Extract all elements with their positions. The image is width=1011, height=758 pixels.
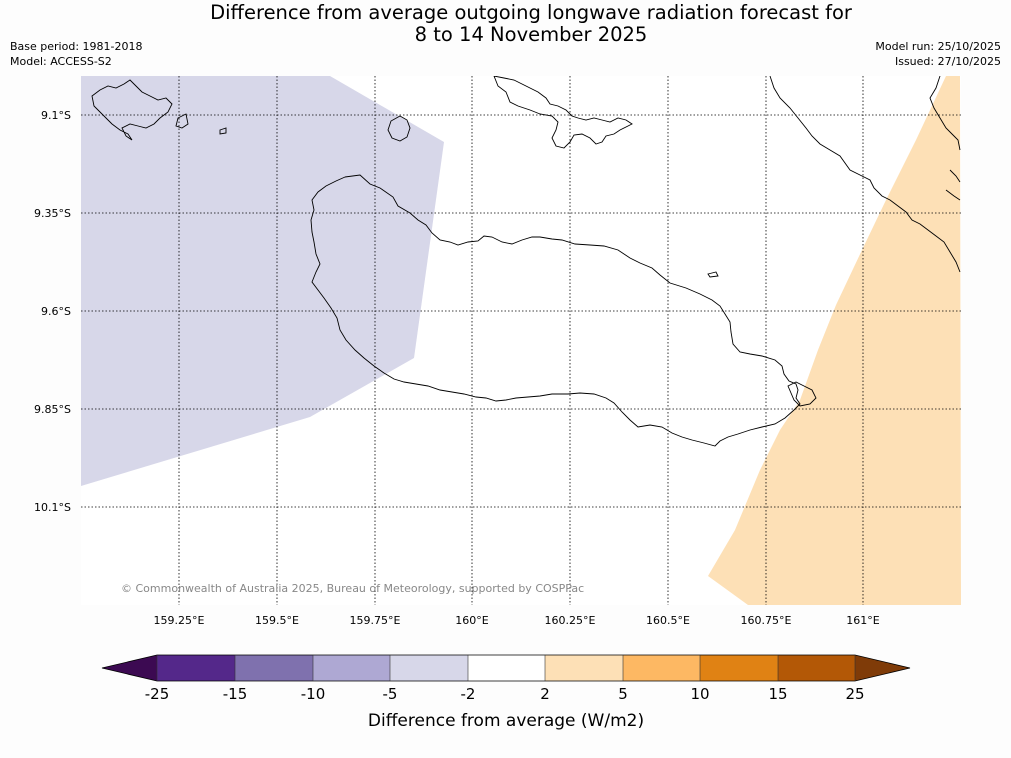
colorbar-tick-label: -10	[301, 685, 326, 703]
colorbar-segment	[468, 655, 545, 681]
colorbar-high-extension	[855, 655, 910, 681]
colorbar-label: Difference from average (W/m2)	[368, 711, 644, 731]
colorbar-segment	[545, 655, 623, 681]
lon-label: 160.75°E	[741, 614, 792, 627]
coastlines	[91, 76, 961, 447]
lat-label: 9.35°S	[34, 207, 71, 220]
lon-label: 159.5°E	[255, 614, 299, 627]
model-text: Model: ACCESS-S2	[10, 55, 112, 68]
colorbar-segment	[157, 655, 235, 681]
colorbar-tick-label: 2	[540, 685, 550, 703]
coastline-northwest-islands	[91, 79, 173, 141]
colorbar-segment	[313, 655, 390, 681]
latitude-labels: 9.1°S 9.35°S 9.6°S 9.85°S 10.1°S	[34, 109, 71, 514]
coastline-guadalcanal	[310, 174, 801, 447]
colorbar-tick-label: -5	[383, 685, 398, 703]
colorbar-tick-label: 5	[618, 685, 628, 703]
colorbar-tick-label: 15	[768, 685, 787, 703]
gridlines	[81, 76, 961, 605]
colorbar-tick-label: -2	[461, 685, 476, 703]
colorbar-low-extension	[102, 655, 157, 681]
lon-label: 159.25°E	[154, 614, 205, 627]
colorbar-tick-label: 25	[845, 685, 864, 703]
colorbar-dividers	[156, 655, 856, 681]
coastline-east-islands	[929, 76, 961, 201]
chart-title-line-1: Difference from average outgoing longwav…	[210, 1, 852, 24]
coastline-small-islet	[175, 113, 719, 278]
negative-anomaly-region	[81, 76, 444, 486]
coastline-savo-island	[387, 115, 411, 142]
colorbar-segment	[390, 655, 468, 681]
lon-label: 160.5°E	[646, 614, 690, 627]
lon-label: 160.25°E	[545, 614, 596, 627]
chart-title-line-2: 8 to 14 November 2025	[414, 23, 648, 46]
colorbar-tick-label: -25	[145, 685, 170, 703]
colorbar-segment	[235, 655, 313, 681]
lat-label: 9.1°S	[41, 109, 71, 122]
lat-label: 9.85°S	[34, 403, 71, 416]
colorbar-segment	[778, 655, 855, 681]
lat-label: 9.6°S	[41, 305, 71, 318]
coastline-malaita	[769, 76, 961, 273]
colorbar: -25 -15 -10 -5 -2 2 5 10 15 25 Differenc…	[101, 654, 911, 731]
colorbar-tick-label: -15	[223, 685, 248, 703]
lon-label: 161°E	[846, 614, 879, 627]
base-period-text: Base period: 1981-2018	[10, 40, 143, 53]
coastline-marau-sound	[787, 381, 817, 407]
lat-label: 10.1°S	[34, 501, 71, 514]
colorbar-tick-label: 10	[690, 685, 709, 703]
model-run-text: Model run: 25/10/2025	[875, 40, 1001, 53]
colorbar-ticks: -25 -15 -10 -5 -2 2 5 10 15 25	[145, 685, 865, 703]
longitude-labels: 159.25°E 159.5°E 159.75°E 160°E 160.25°E…	[154, 614, 880, 627]
coastline-florida-islands	[493, 76, 633, 149]
copyright-text: © Commonwealth of Australia 2025, Bureau…	[121, 582, 584, 595]
lon-label: 159.75°E	[350, 614, 401, 627]
map-area: © Commonwealth of Australia 2025, Bureau…	[81, 76, 961, 605]
colorbar-segment	[623, 655, 700, 681]
issued-text: Issued: 27/10/2025	[894, 55, 1001, 68]
lon-label: 160°E	[455, 614, 488, 627]
positive-anomaly-region	[708, 76, 961, 605]
colorbar-segment	[700, 655, 778, 681]
